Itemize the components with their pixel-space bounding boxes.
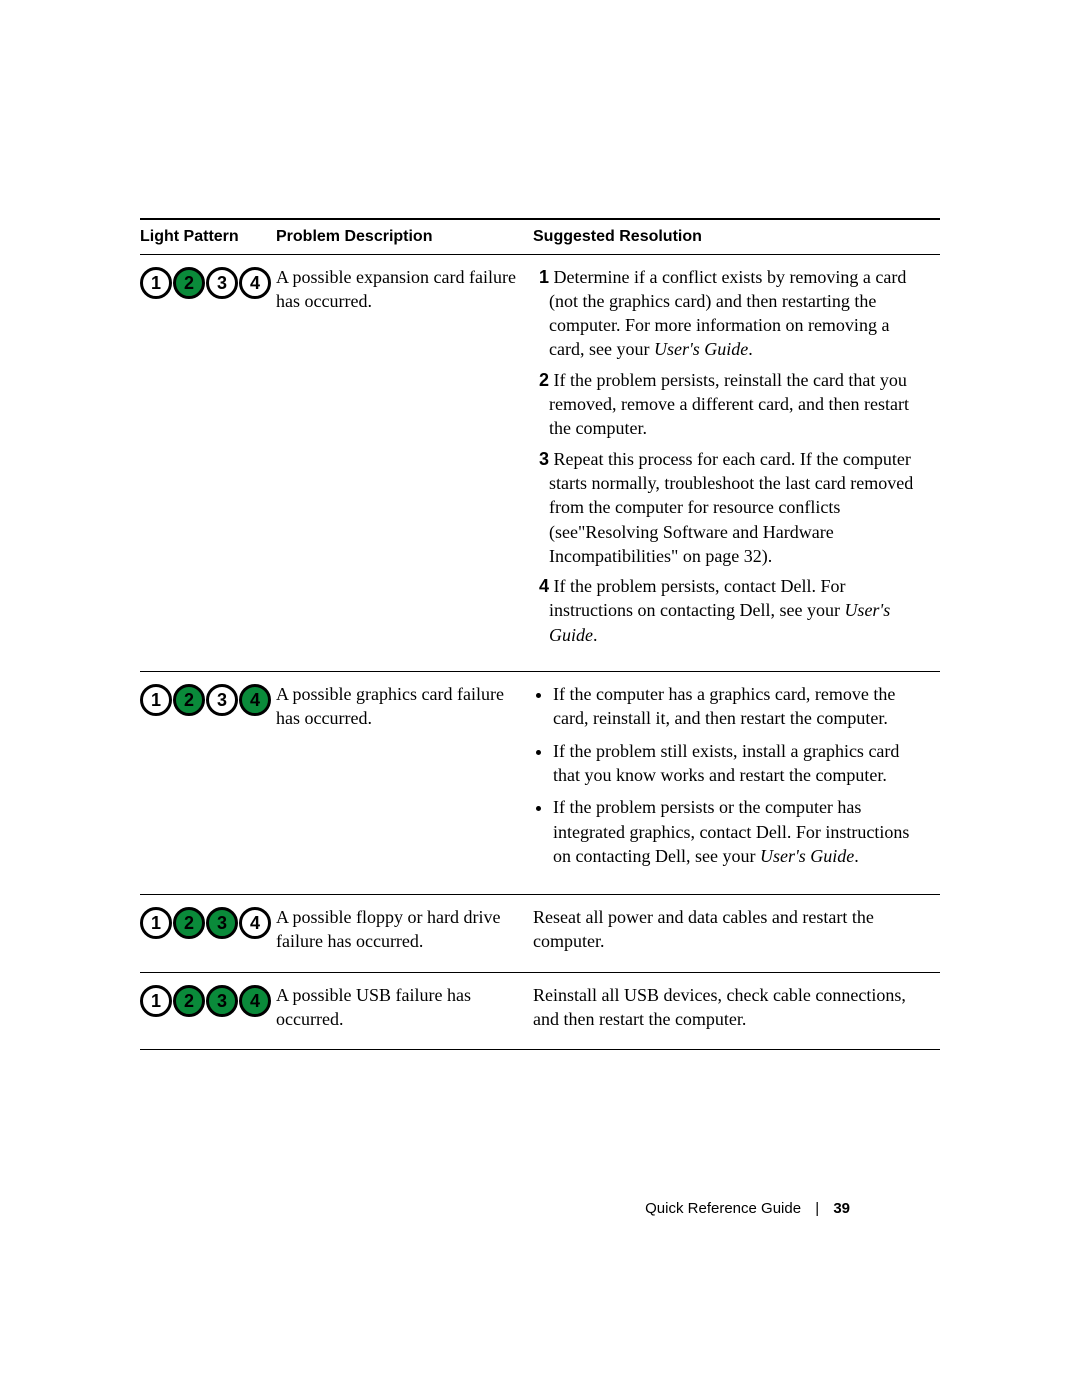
diagnostic-table: Light Pattern Problem Description Sugges… xyxy=(140,218,940,1050)
diagnostic-led-3: 3 xyxy=(206,267,238,299)
diagnostic-led-2: 2 xyxy=(173,684,205,716)
italic-ref: User's Guide xyxy=(654,339,748,359)
header-light-pattern: Light Pattern xyxy=(140,219,276,254)
table-row: 1234A possible floppy or hard drive fail… xyxy=(140,895,940,973)
resolution-cell: If the computer has a graphics card, rem… xyxy=(533,672,940,895)
problem-description-cell: A possible floppy or hard drive failure … xyxy=(276,895,533,973)
light-pattern-cell: 1234 xyxy=(140,672,276,895)
light-pattern-cell: 1234 xyxy=(140,254,276,671)
problem-description-cell: A possible USB failure has occurred. xyxy=(276,972,533,1050)
diagnostic-led-2: 2 xyxy=(173,985,205,1017)
resolution-step: 3 Repeat this process for each card. If … xyxy=(533,447,928,568)
light-pattern: 1234 xyxy=(140,684,272,716)
footer-separator: | xyxy=(815,1200,819,1217)
italic-ref: User's Guide xyxy=(760,846,854,866)
resolution-bullet: If the computer has a graphics card, rem… xyxy=(553,682,928,731)
table-row: 1234A possible expansion card failure ha… xyxy=(140,254,940,671)
light-pattern-cell: 1234 xyxy=(140,972,276,1050)
table-row: 1234A possible graphics card failure has… xyxy=(140,672,940,895)
header-problem-description: Problem Description xyxy=(276,219,533,254)
diagnostic-led-1: 1 xyxy=(140,985,172,1017)
light-pattern: 1234 xyxy=(140,267,272,299)
resolution-cell: Reinstall all USB devices, check cable c… xyxy=(533,972,940,1050)
page: Light Pattern Problem Description Sugges… xyxy=(0,0,1080,1397)
resolution-cell: Reseat all power and data cables and res… xyxy=(533,895,940,973)
step-number: 1 xyxy=(539,267,549,287)
diagnostic-led-2: 2 xyxy=(173,907,205,939)
diagnostic-led-4: 4 xyxy=(239,907,271,939)
diagnostic-table-body: 1234A possible expansion card failure ha… xyxy=(140,254,940,1050)
diagnostic-led-3: 3 xyxy=(206,907,238,939)
diagnostic-led-4: 4 xyxy=(239,684,271,716)
resolution-step: 1 Determine if a conflict exists by remo… xyxy=(533,265,928,362)
page-footer: Quick Reference Guide | 39 xyxy=(645,1200,850,1217)
diagnostic-led-1: 1 xyxy=(140,267,172,299)
diagnostic-led-2: 2 xyxy=(173,267,205,299)
resolution-step: 2 If the problem persists, reinstall the… xyxy=(533,368,928,441)
step-number: 4 xyxy=(539,576,549,596)
resolution-cell: 1 Determine if a conflict exists by remo… xyxy=(533,254,940,671)
footer-title: Quick Reference Guide xyxy=(645,1200,801,1217)
problem-description-cell: A possible expansion card failure has oc… xyxy=(276,254,533,671)
resolution-text: Reinstall all USB devices, check cable c… xyxy=(533,983,928,1032)
resolution-step: 4 If the problem persists, contact Dell.… xyxy=(533,574,928,647)
resolution-text: Reseat all power and data cables and res… xyxy=(533,905,928,954)
step-number: 2 xyxy=(539,370,549,390)
diagnostic-led-1: 1 xyxy=(140,684,172,716)
problem-description-cell: A possible graphics card failure has occ… xyxy=(276,672,533,895)
table-row: 1234A possible USB failure has occurred.… xyxy=(140,972,940,1050)
header-suggested-resolution: Suggested Resolution xyxy=(533,219,940,254)
footer-page-number: 39 xyxy=(833,1200,850,1217)
light-pattern: 1234 xyxy=(140,985,272,1017)
diagnostic-led-3: 3 xyxy=(206,684,238,716)
light-pattern: 1234 xyxy=(140,907,272,939)
diagnostic-led-1: 1 xyxy=(140,907,172,939)
diagnostic-led-4: 4 xyxy=(239,985,271,1017)
diagnostic-led-4: 4 xyxy=(239,267,271,299)
resolution-bullet-list: If the computer has a graphics card, rem… xyxy=(533,682,928,868)
resolution-bullet: If the problem still exists, install a g… xyxy=(553,739,928,788)
diagnostic-led-3: 3 xyxy=(206,985,238,1017)
resolution-bullet: If the problem persists or the computer … xyxy=(553,795,928,868)
light-pattern-cell: 1234 xyxy=(140,895,276,973)
italic-ref: User's Guide xyxy=(549,600,890,644)
step-number: 3 xyxy=(539,449,549,469)
